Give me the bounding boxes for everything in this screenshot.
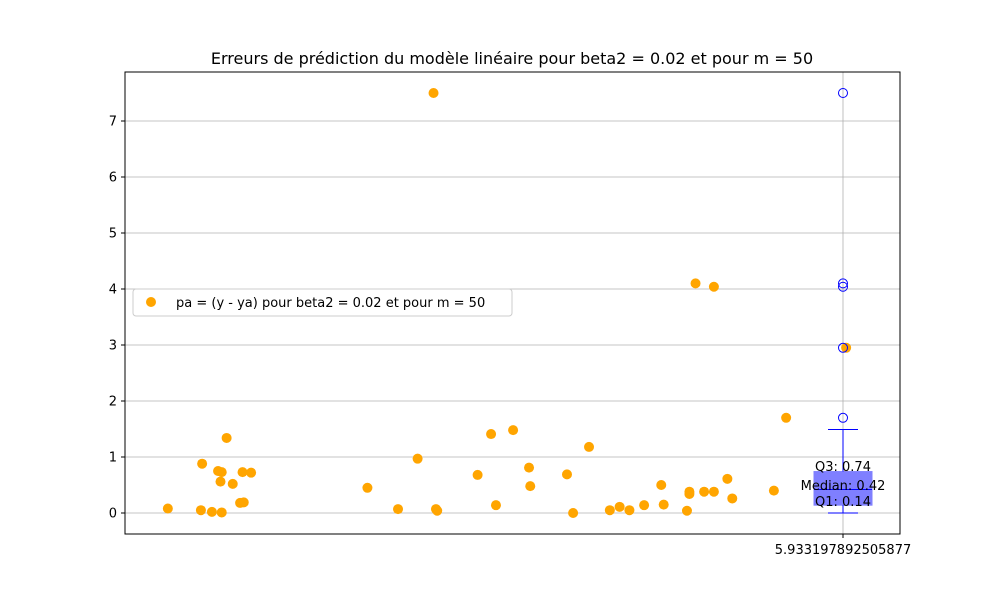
scatter-point	[221, 432, 232, 443]
legend-marker	[146, 297, 156, 307]
scatter-point	[362, 482, 373, 493]
scatter-point	[690, 278, 701, 289]
scatter-point	[162, 503, 173, 514]
y-tick-label: 1	[109, 451, 117, 466]
scatter-point	[624, 505, 635, 516]
scatter-point	[684, 488, 695, 499]
scatter-point	[412, 453, 423, 464]
scatter-point	[216, 507, 227, 518]
scatter-point	[216, 467, 227, 478]
scatter-point	[246, 467, 257, 478]
chart-title: Erreurs de prédiction du modèle linéaire…	[211, 49, 813, 68]
scatter-point	[722, 473, 733, 484]
box-outlier	[838, 278, 848, 289]
scatter-point	[237, 467, 248, 478]
scatter-point	[656, 480, 667, 490]
scatter-point	[508, 425, 519, 436]
median-annotation: Median: 0.42	[801, 479, 886, 494]
scatter-point	[768, 485, 779, 496]
scatter-point	[490, 500, 501, 511]
scatter-point	[525, 481, 536, 492]
box-annotations: Q3: 0.74 Median: 0.42 Q1: 0.14	[801, 460, 886, 510]
scatter-series	[162, 88, 852, 518]
y-tick-label: 3	[109, 339, 117, 354]
scatter-point	[215, 476, 226, 487]
scatter-point	[708, 281, 719, 292]
scatter-point	[393, 504, 404, 515]
gridlines	[125, 72, 900, 534]
scatter-point	[432, 505, 443, 516]
scatter-point	[428, 88, 439, 98]
scatter-point	[238, 497, 249, 508]
legend-box	[132, 288, 513, 317]
scatter-point	[841, 342, 852, 353]
y-axis-ticks: 0 1 2 3 4 5 6 7	[109, 115, 125, 522]
scatter-point	[699, 486, 710, 497]
q1-annotation: Q1: 0.14	[815, 495, 871, 510]
y-tick-label: 6	[109, 171, 117, 186]
y-tick-label: 5	[109, 227, 117, 242]
scatter-point	[658, 499, 669, 510]
legend-label: pa = (y - ya) pour beta2 = 0.02 et pour …	[176, 296, 485, 311]
box-outlier	[838, 412, 848, 423]
y-tick-label: 4	[109, 283, 117, 298]
scatter-point	[681, 505, 692, 516]
scatter-point	[727, 493, 738, 504]
scatter-point	[604, 505, 615, 516]
box-outlier	[838, 88, 848, 98]
scatter-point	[486, 429, 497, 440]
scatter-point	[639, 500, 650, 511]
q3-annotation: Q3: 0.74	[815, 460, 871, 475]
scatter-point	[584, 441, 595, 452]
y-tick-label: 0	[109, 507, 117, 522]
legend: pa = (y - ya) pour beta2 = 0.02 et pour …	[132, 288, 513, 317]
scatter-point	[195, 505, 206, 516]
y-tick-label: 7	[109, 115, 117, 130]
scatter-point	[568, 508, 579, 518]
scatter-point	[614, 501, 625, 512]
box-outlier	[838, 281, 848, 292]
scatter-point	[561, 469, 572, 480]
box-iqr	[813, 471, 873, 506]
y-tick-label: 2	[109, 395, 117, 410]
scatter-point	[708, 486, 719, 497]
x-tick-label: 5.933197892505877	[775, 543, 911, 558]
scatter-point	[524, 462, 535, 473]
scatter-point	[197, 458, 208, 469]
box-outlier	[838, 342, 848, 353]
scatter-point	[206, 506, 217, 517]
boxplot	[813, 88, 873, 514]
scatter-point	[472, 469, 483, 480]
scatter-point	[227, 478, 238, 489]
scatter-point	[781, 412, 792, 423]
plot-frame	[124, 71, 901, 535]
